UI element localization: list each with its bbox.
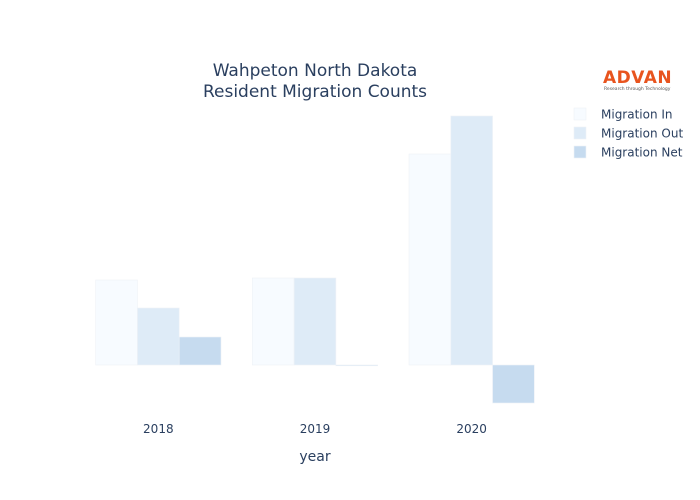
bar-migration-in-2018 (95, 279, 138, 366)
bar-migration-out-2018 (137, 307, 180, 366)
bars-layer (95, 115, 535, 404)
x-tick-label-2020: 2020 (456, 422, 487, 436)
advan-logo-wordmark: ADVAN (603, 68, 672, 88)
legend: Migration In Migration Out Migration Net (573, 107, 683, 160)
legend-item-migration-net[interactable]: Migration Net (573, 145, 683, 160)
legend-item-migration-out[interactable]: Migration Out (573, 126, 683, 141)
chart-title-line-1: Wahpeton North Dakota (213, 61, 418, 81)
advan-logo: ADVAN Research through Technology (603, 68, 672, 92)
x-tick-label-2018: 2018 (143, 422, 174, 436)
bar-migration-in-2020 (408, 153, 452, 366)
legend-swatch (573, 126, 587, 140)
legend-label: Migration Net (601, 146, 683, 160)
bar-migration-out-2019 (293, 277, 337, 366)
bar-migration-net-2019 (335, 364, 378, 367)
legend-swatch (573, 107, 587, 121)
x-tick-label-2019: 2019 (300, 422, 331, 436)
legend-label: Migration In (601, 108, 673, 122)
legend-label: Migration Out (601, 127, 683, 141)
bar-migration-net-2018 (178, 336, 222, 366)
bar-migration-net-2020 (492, 364, 535, 404)
legend-swatch (573, 145, 587, 159)
chart-title-line-2: Resident Migration Counts (203, 82, 427, 102)
bar-migration-in-2019 (252, 277, 295, 366)
bar-migration-out-2020 (450, 115, 493, 366)
x-axis-title: year (299, 449, 330, 465)
x-tick-labels: 2018 2019 2020 (143, 422, 487, 436)
advan-logo-tagline: Research through Technology (604, 86, 671, 92)
chart-title: Wahpeton North Dakota Resident Migration… (203, 61, 427, 102)
legend-item-migration-in[interactable]: Migration In (573, 107, 673, 122)
